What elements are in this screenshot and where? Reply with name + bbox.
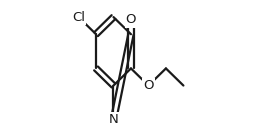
Text: O: O [143,79,154,92]
Text: Cl: Cl [72,11,85,24]
Text: O: O [126,13,136,26]
Text: N: N [109,113,118,126]
